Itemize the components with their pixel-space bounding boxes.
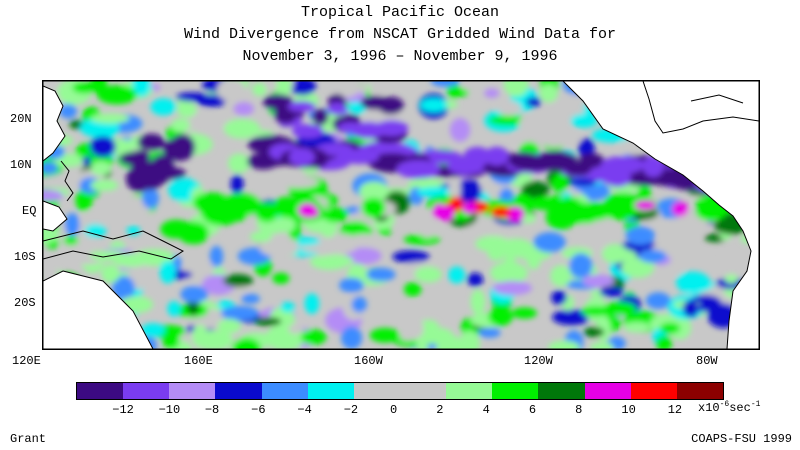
colorbar-swatch [630, 383, 677, 399]
lon-label-120e: 120E [12, 354, 41, 368]
lon-label-120w: 120W [524, 354, 553, 368]
colorbar-tick-label: 0 [390, 403, 398, 417]
colorbar-tick-label: −8 [204, 403, 220, 417]
colorbar-tick-label: 8 [575, 403, 583, 417]
colorbar-tick-label: −4 [297, 403, 312, 417]
lon-label-80w: 80W [696, 354, 718, 368]
colorbar-swatch [676, 383, 723, 399]
title-line-3: November 3, 1996 – November 9, 1996 [242, 48, 558, 65]
colorbar-swatch [77, 383, 124, 399]
colorbar-swatch [538, 383, 585, 399]
author-credit: Grant [10, 432, 47, 446]
colorbar-tick-label: 4 [482, 403, 490, 417]
title-line-1: Tropical Pacific Ocean [300, 4, 500, 21]
colorbar-tick-label: 2 [436, 403, 444, 417]
title-line-2: Wind Divergence from NSCAT Gridded Wind … [183, 26, 617, 43]
lon-label-160w: 160W [354, 354, 383, 368]
colorbar-swatch [215, 383, 262, 399]
lat-label-10s: 10S [14, 250, 36, 264]
colorbar-tick-label: −6 [251, 403, 266, 417]
organization-credit: COAPS-FSU 1999 [691, 432, 792, 446]
colorbar [76, 382, 724, 400]
lat-label-20s: 20S [14, 296, 36, 310]
lon-label-160e: 160E [184, 354, 213, 368]
colorbar-swatch [353, 383, 400, 399]
colorbar-swatch [446, 383, 493, 399]
colorbar-swatch [492, 383, 539, 399]
lat-label-20n: 20N [10, 112, 32, 126]
colorbar-swatch [261, 383, 308, 399]
colorbar-tick-label: −12 [112, 403, 134, 417]
colorbar-tick-label: −2 [343, 403, 359, 417]
colorbar-swatch [123, 383, 170, 399]
colorbar-units: x10-6sec-1 [698, 400, 761, 415]
colorbar-swatch [307, 383, 354, 399]
colorbar-swatch [584, 383, 631, 399]
colorbar-tick-label: 6 [528, 403, 537, 417]
colorbar-tick-label: −10 [158, 403, 181, 417]
colorbar-swatch [399, 383, 447, 399]
lat-label-10n: 10N [10, 158, 32, 172]
colorbar-tick-label: 12 [667, 403, 683, 417]
lat-label-eq: EQ [22, 204, 37, 218]
divergence-field [43, 81, 759, 349]
divergence-map [42, 80, 760, 350]
colorbar-tick-label: 10 [621, 403, 636, 417]
colorbar-swatch [169, 383, 216, 399]
